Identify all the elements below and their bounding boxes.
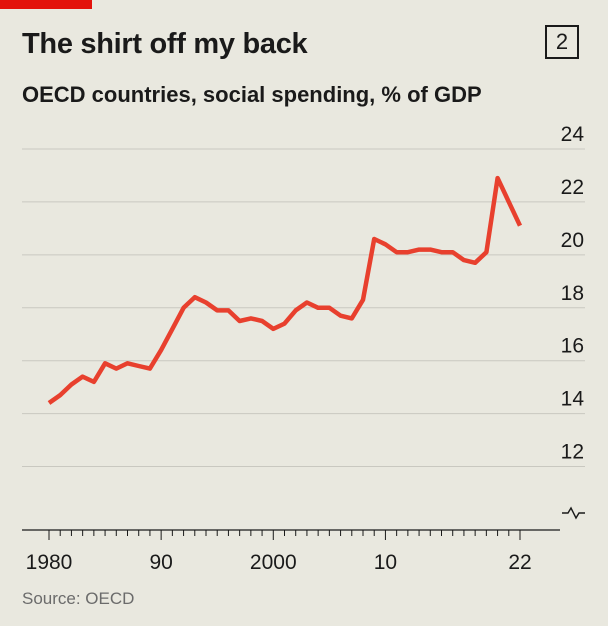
x-tick-label: 10 xyxy=(374,551,397,574)
y-axis-ticks: 12 14 16 18 20 22 24 xyxy=(561,123,585,464)
x-axis: 1980 90 2000 10 22 xyxy=(22,506,585,574)
x-tick-label: 1980 xyxy=(26,551,73,574)
x-tick-label: 2000 xyxy=(250,551,297,574)
y-tick-label: 18 xyxy=(561,282,584,305)
y-tick-label: 12 xyxy=(561,441,584,464)
brand-accent-bar xyxy=(0,0,92,9)
axis-break-symbol xyxy=(562,506,585,520)
gridlines xyxy=(22,148,585,468)
series-line xyxy=(47,175,523,405)
series-layer xyxy=(47,175,523,405)
y-tick-label: 16 xyxy=(561,335,584,358)
y-tick-label: 14 xyxy=(561,388,585,411)
y-tick-label: 22 xyxy=(561,176,584,199)
chart-subtitle: OECD countries, social spending, % of GD… xyxy=(22,82,482,107)
x-tick-label: 90 xyxy=(149,551,172,574)
x-tick-label: 22 xyxy=(508,551,531,574)
y-tick-label: 24 xyxy=(561,123,585,146)
source-note: Source: OECD xyxy=(22,589,135,608)
y-tick-label: 20 xyxy=(561,229,584,252)
chart-title: The shirt off my back xyxy=(22,28,308,60)
chart-number-badge: 2 xyxy=(545,25,579,59)
